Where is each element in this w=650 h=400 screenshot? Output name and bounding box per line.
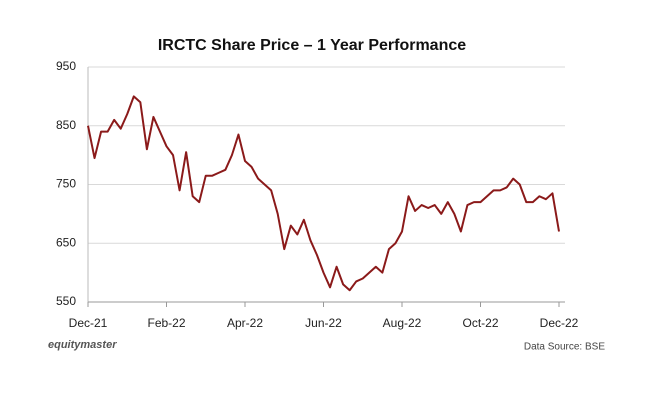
y-tick-label: 950 bbox=[56, 59, 76, 73]
x-tick-label: Dec-21 bbox=[69, 316, 108, 330]
x-tick-label: Apr-22 bbox=[227, 316, 263, 330]
x-tick-label: Feb-22 bbox=[147, 316, 185, 330]
y-tick-label: 550 bbox=[56, 294, 76, 308]
brand: equitymaster bbox=[48, 339, 117, 351]
source: Data Source: BSE bbox=[524, 342, 605, 353]
chart-title: IRCTC Share Price – 1 Year Performance bbox=[158, 37, 466, 54]
x-tick-label: Dec-22 bbox=[540, 316, 579, 330]
price-line bbox=[87, 95, 560, 292]
x-tick-label: Oct-22 bbox=[462, 316, 498, 330]
x-tick-label: Aug-22 bbox=[383, 316, 422, 330]
x-tick-label: Jun-22 bbox=[305, 316, 342, 330]
y-tick-label: 850 bbox=[56, 118, 76, 132]
y-tick-label: 750 bbox=[56, 177, 76, 191]
y-tick-label: 650 bbox=[56, 235, 76, 249]
